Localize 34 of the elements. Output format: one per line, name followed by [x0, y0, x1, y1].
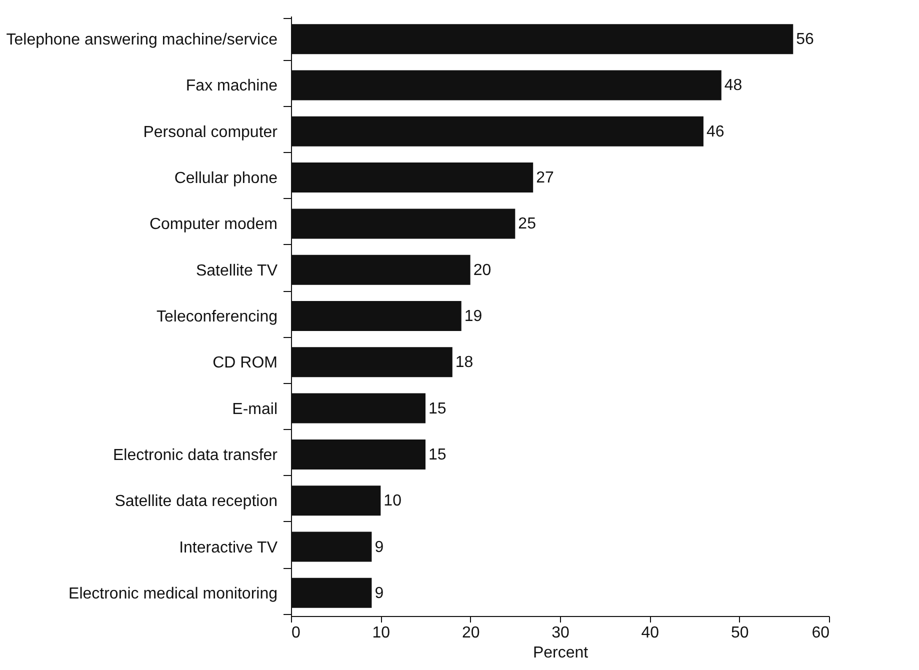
- y-tick-label: Personal computer: [143, 124, 278, 141]
- data-label: 18: [455, 354, 474, 372]
- y-tick-label: Cellular phone: [174, 170, 278, 188]
- y-tick-label: Satellite TV: [196, 262, 278, 280]
- x-tick-label: 40: [641, 624, 660, 642]
- data-label: 25: [518, 216, 536, 233]
- data-label: 10: [384, 492, 402, 510]
- data-label: 56: [796, 31, 814, 48]
- x-tick-label: 60: [812, 624, 830, 642]
- y-tick-label: Electronic data transfer: [112, 446, 278, 464]
- data-label: 9: [374, 538, 384, 556]
- y-tick-label: Telephone answering machine/service: [6, 32, 278, 49]
- data-label: 15: [428, 446, 446, 464]
- x-tick-label: 50: [730, 624, 749, 642]
- data-label: 48: [724, 77, 742, 94]
- y-tick-label: CD ROM: [212, 354, 278, 372]
- x-tick-label: 10: [372, 624, 390, 642]
- y-tick-label: Electronic medical monitoring: [68, 585, 278, 602]
- y-tick-label: Satellite data reception: [114, 493, 278, 510]
- data-label: 19: [464, 308, 482, 325]
- x-axis-title: Percent: [532, 644, 589, 662]
- data-label: 46: [706, 123, 724, 140]
- data-label: 9: [374, 584, 384, 602]
- data-label: 20: [473, 262, 492, 279]
- y-tick-label: Computer modem: [149, 216, 278, 234]
- x-tick-label: 20: [462, 624, 480, 642]
- x-tick-label: 0: [292, 624, 300, 642]
- y-tick-label: E-mail: [232, 400, 278, 418]
- data-label: 15: [428, 400, 446, 418]
- y-tick-label: Interactive TV: [179, 539, 278, 556]
- x-tick-label: 30: [552, 624, 570, 642]
- data-label: 27: [536, 170, 554, 187]
- y-tick-label: Fax machine: [186, 78, 278, 95]
- y-tick-label: Teleconferencing: [156, 308, 278, 326]
